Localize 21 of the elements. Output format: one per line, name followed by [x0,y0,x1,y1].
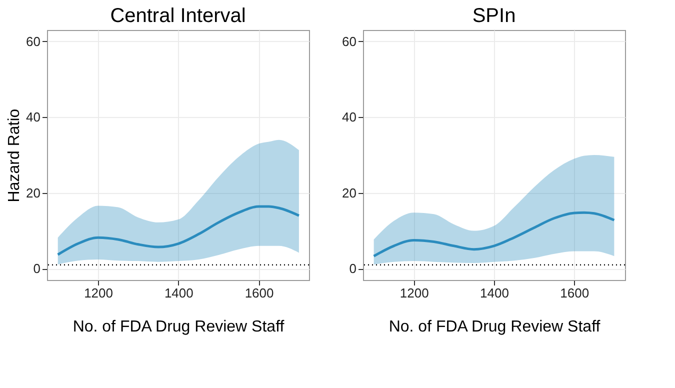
y-tick-label: 40 [26,110,40,125]
y-tick-label: 20 [342,185,356,200]
y-tick-label: 0 [349,261,356,276]
x-tick-label: 1400 [480,286,509,300]
x-tick-label: 1400 [164,286,194,300]
y-tick-label: 20 [26,185,40,200]
y-tick-label: 60 [26,34,40,49]
x-tick-label: 1600 [560,286,590,300]
y-tick-label: 60 [342,34,356,49]
y-tick-label: 0 [33,261,40,276]
x-tick-label: 1600 [244,286,274,300]
x-tick-label: 1200 [400,286,429,300]
x-axis-title: No. of FDA Drug Review Staff [72,318,285,336]
x-tick-label: 1200 [84,286,113,300]
y-axis-title: Hazard Ratio [6,108,24,202]
chart-title: Central Interval [110,5,246,27]
x-axis-title: No. of FDA Drug Review Staff [388,318,601,336]
chart-title: SPIn [472,5,516,27]
line-series [372,211,616,258]
y-tick-label: 40 [342,110,356,125]
line-series [56,205,300,256]
